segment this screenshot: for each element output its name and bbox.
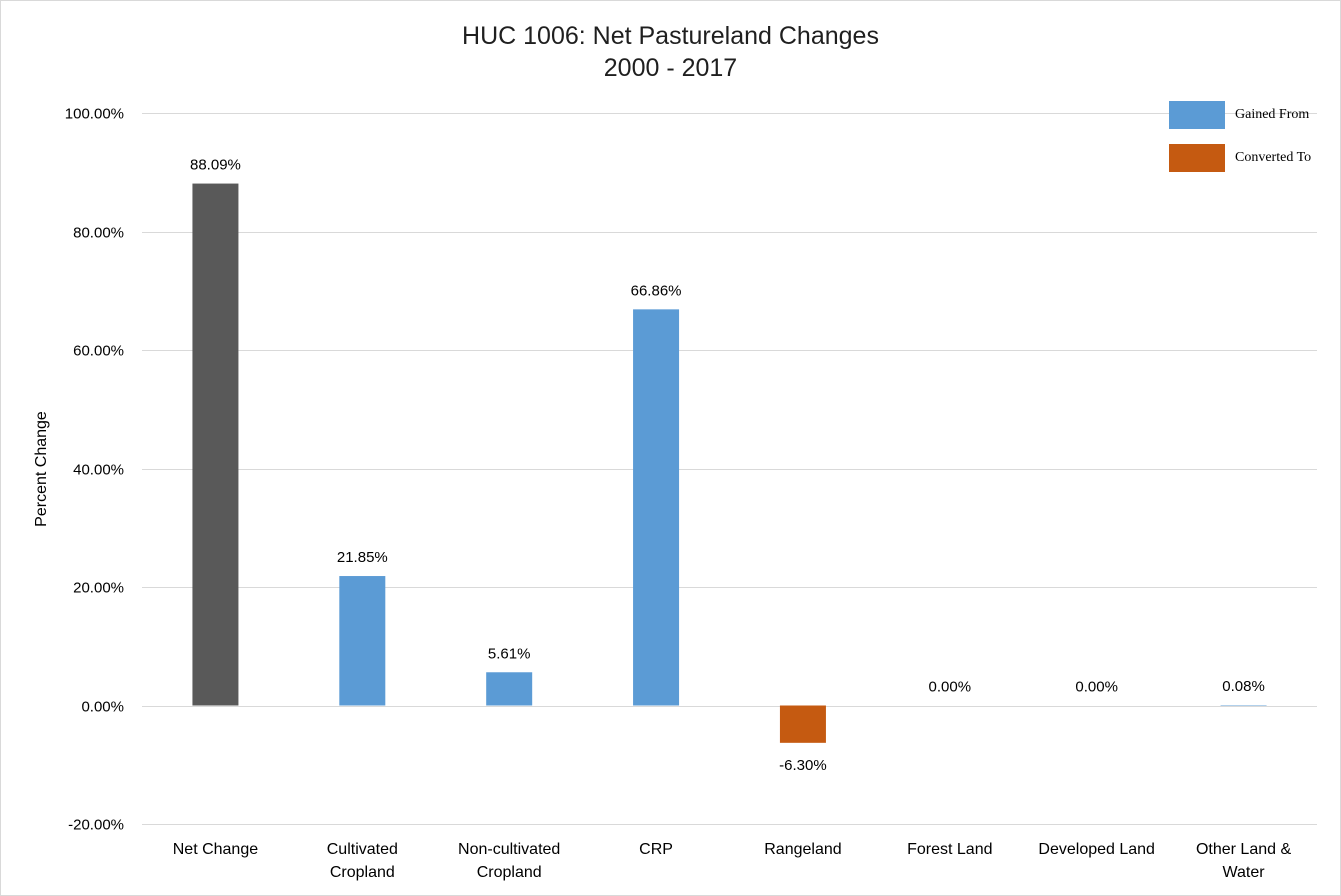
data-label: 66.86% (631, 282, 682, 299)
y-tick-label: 80.00% (73, 225, 124, 242)
data-label: -6.30% (779, 757, 827, 774)
x-tick-label: CRP (639, 841, 673, 858)
legend-label-gained-from: Gained From (1235, 107, 1310, 122)
x-tick-label: Developed Land (1038, 841, 1155, 858)
y-tick-label: 20.00% (73, 580, 124, 597)
data-label: 88.09% (190, 157, 241, 174)
bar (779, 705, 826, 743)
bar (339, 576, 386, 706)
data-label: 21.85% (337, 549, 388, 566)
legend-swatch-converted-to (1169, 144, 1225, 172)
y-tick-label: 40.00% (73, 462, 124, 479)
y-tick-label: 100.00% (65, 106, 124, 123)
x-tick-label: Rangeland (764, 841, 841, 858)
y-tick-label: 0.00% (81, 699, 124, 716)
x-tick-label: Forest Land (907, 841, 992, 858)
y-tick-label: 60.00% (73, 343, 124, 360)
y-tick-label: -20.00% (68, 817, 124, 834)
chart-title-block: HUC 1006: Net Pastureland Changes 2000 -… (0, 20, 1341, 84)
bar (486, 672, 533, 706)
data-label: 0.08% (1222, 678, 1265, 695)
data-label: 5.61% (488, 645, 531, 662)
x-tick-label: Non-cultivated (458, 841, 560, 858)
bar (633, 309, 680, 706)
legend-swatch-gained-from (1169, 101, 1225, 129)
chart-title: HUC 1006: Net Pastureland Changes (462, 22, 879, 50)
x-tick-label: Cropland (477, 864, 542, 881)
data-label: 0.00% (1075, 679, 1118, 696)
x-tick-label: Net Change (173, 841, 258, 858)
chart-subtitle: 2000 - 2017 (603, 54, 738, 82)
bar (192, 183, 239, 706)
x-tick-label: Cultivated (327, 841, 398, 858)
x-tick-label: Cropland (330, 864, 395, 881)
x-tick-label: Other Land & (1196, 841, 1292, 858)
data-label: 0.00% (929, 679, 972, 696)
x-tick-label: Water (1223, 864, 1266, 881)
legend-label-converted-to: Converted To (1235, 150, 1312, 165)
